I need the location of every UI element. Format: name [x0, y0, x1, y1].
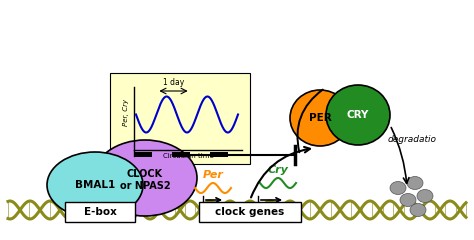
Ellipse shape: [326, 85, 390, 145]
Ellipse shape: [93, 140, 197, 216]
Text: Per, Cry: Per, Cry: [123, 99, 129, 126]
Ellipse shape: [390, 181, 406, 194]
Bar: [210, 152, 228, 157]
Text: E-box: E-box: [83, 207, 117, 217]
FancyBboxPatch shape: [65, 202, 135, 222]
Ellipse shape: [290, 90, 350, 146]
Text: BMAL1: BMAL1: [75, 180, 115, 190]
FancyBboxPatch shape: [110, 73, 250, 164]
Bar: [134, 152, 152, 157]
Bar: [172, 152, 190, 157]
FancyBboxPatch shape: [199, 202, 301, 222]
Ellipse shape: [400, 193, 416, 206]
Ellipse shape: [47, 152, 143, 218]
Text: Circadian time: Circadian time: [163, 153, 213, 159]
Text: Per: Per: [202, 170, 223, 180]
Text: CRY: CRY: [347, 110, 369, 120]
Text: clock genes: clock genes: [215, 207, 284, 217]
Text: Cry: Cry: [267, 165, 289, 175]
Text: CLOCK
or NPAS2: CLOCK or NPAS2: [120, 169, 170, 191]
Ellipse shape: [407, 176, 423, 190]
Ellipse shape: [417, 190, 433, 203]
Text: 1 day: 1 day: [163, 78, 184, 87]
Text: PER: PER: [309, 113, 331, 123]
Ellipse shape: [410, 204, 426, 216]
Text: degradatio: degradatio: [388, 136, 437, 144]
